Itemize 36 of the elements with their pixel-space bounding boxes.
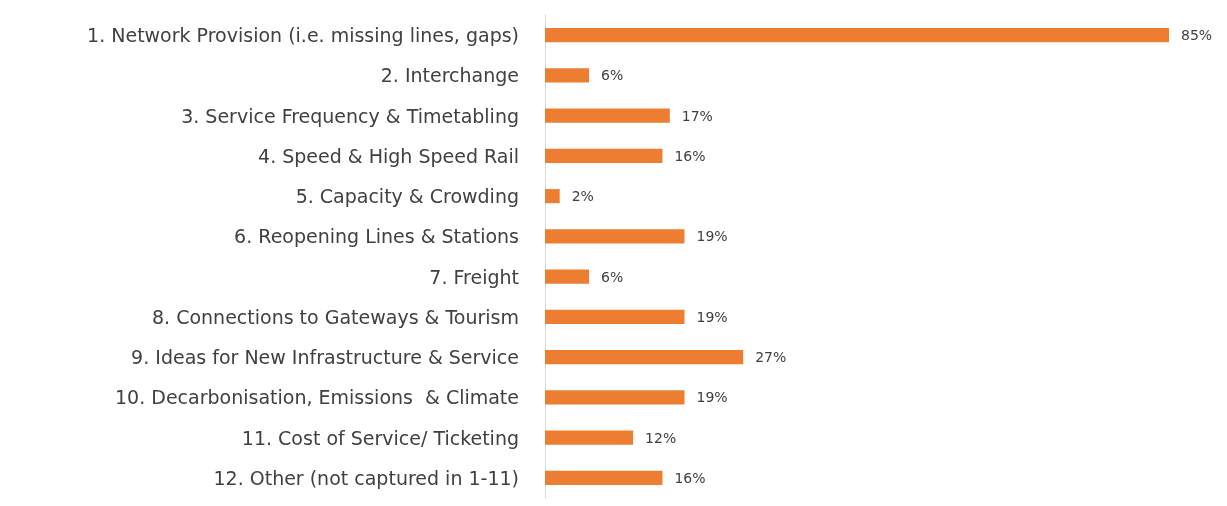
y-tick-label: 7. Freight [429, 265, 519, 288]
bar [545, 470, 663, 485]
y-tick-label: 6. Reopening Lines & Stations [234, 225, 519, 248]
bar [545, 189, 560, 204]
data-label: 2% [571, 188, 594, 205]
data-label: 16% [674, 469, 706, 486]
bar [545, 108, 670, 123]
data-label: 16% [674, 147, 706, 164]
y-tick-label: 4. Speed & High Speed Rail [258, 144, 519, 167]
bar [545, 229, 685, 244]
data-label: 17% [681, 107, 713, 124]
bar [545, 148, 663, 163]
bar [545, 430, 634, 445]
y-tick-label: 12. Other (not captured in 1-11) [213, 466, 519, 489]
data-label: 6% [601, 268, 624, 285]
y-tick-label: 3. Service Frequency & Timetabling [181, 104, 519, 127]
y-tick-label: 9. Ideas for New Infrastructure & Service [131, 346, 519, 369]
data-label: 6% [601, 67, 624, 84]
data-label: 27% [755, 349, 787, 366]
data-label: 19% [696, 308, 728, 325]
bar [545, 350, 744, 365]
y-tick-label: 10. Decarbonisation, Emissions & Climate [115, 386, 519, 409]
data-label: 19% [696, 228, 728, 245]
bar [545, 28, 1169, 43]
bar [545, 309, 685, 324]
bar [545, 68, 590, 83]
data-label: 85% [1181, 27, 1213, 44]
y-tick-label: 8. Connections to Gateways & Tourism [152, 305, 519, 328]
y-tick-label: 5. Capacity & Crowding [295, 185, 519, 208]
bar [545, 269, 590, 284]
data-label: 19% [696, 389, 728, 406]
y-tick-label: 2. Interchange [380, 64, 519, 87]
bar [545, 390, 685, 405]
y-tick-label: 11. Cost of Service/ Ticketing [241, 426, 519, 449]
y-tick-label: 1. Network Provision (i.e. missing lines, gaps) [87, 24, 519, 47]
data-label: 12% [645, 429, 677, 446]
